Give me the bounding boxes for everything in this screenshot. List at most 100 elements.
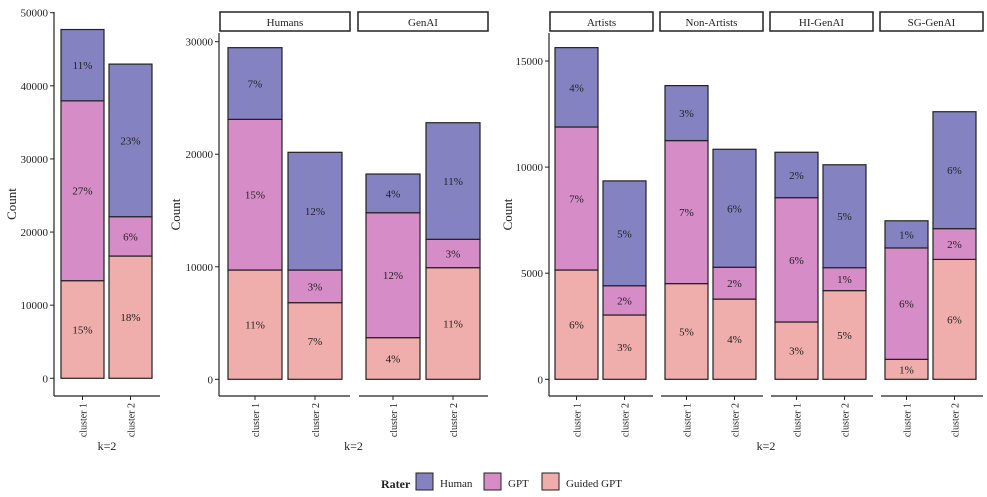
bar-percent-label: 6% [947,314,962,326]
bar-percent-label: 27% [72,186,92,198]
bar-segment-human [227,47,283,120]
facet-strip-label: HI-GenAI [799,17,845,29]
y-axis-title: Count [168,198,183,230]
bar-percent-label: 3% [308,281,323,293]
x-axis-title: k=2 [757,439,776,453]
legend-swatch-gpt [483,472,502,491]
x-tick-label: cluster 2 [731,403,742,437]
bar-segment-guided-gpt [664,282,709,380]
x-tick-label: cluster 1 [683,403,694,437]
y-tick-label: 10000 [21,300,49,312]
bar-percent-label: 18% [120,312,140,324]
bar-segment-human [60,28,105,102]
x-tick-label: cluster 2 [841,403,852,437]
bar-percent-label: 4% [386,188,401,200]
bar-percent-label: 2% [617,295,632,307]
bar-percent-label: 5% [617,228,632,240]
bar-percent-label: 23% [120,135,140,147]
bar-percent-label: 1% [837,274,852,286]
legend-label: Human [440,478,473,490]
x-axis-title: k=2 [98,439,117,453]
bar-segment-human [554,47,599,128]
y-axis-title: Count [500,198,515,230]
bar-segment-human [664,85,709,142]
bar-segment-human [712,148,757,268]
y-tick-label: 15000 [516,56,544,68]
bar-percent-label: 6% [789,255,804,267]
bar-percent-label: 5% [679,326,694,338]
bar-percent-label: 6% [727,203,742,215]
y-tick-label: 5000 [521,268,544,280]
bar-percent-label: 7% [569,194,584,206]
bar-segment-guided-gpt [108,255,153,379]
bar-percent-label: 2% [789,170,804,182]
bar-segment-guided-gpt [774,321,819,380]
bar-percent-label: 1% [899,229,914,241]
bar-percent-label: 3% [617,342,632,354]
bar-percent-label: 7% [308,336,323,348]
facet-strip [879,11,984,32]
bar-segment-gpt [287,269,343,304]
x-axis-title: k=2 [344,439,363,453]
bar-percent-label: 6% [123,231,138,243]
x-tick-label: cluster 1 [903,403,914,437]
x-tick-label: cluster 1 [251,403,262,437]
x-tick-label: cluster 2 [311,403,322,437]
facet-strip-label: Non-Artists [686,17,738,29]
facet-strip [357,11,489,32]
bar-percent-label: 15% [245,190,265,202]
bar-segment-guided-gpt [712,298,757,380]
y-tick-label: 50000 [21,8,49,20]
bar-segment-human [287,151,343,271]
x-tick-label: cluster 2 [951,403,962,437]
y-tick-label: 0 [538,374,544,386]
bar-segment-guided-gpt [932,258,977,380]
bar-segment-gpt [664,139,709,285]
bar-segment-guided-gpt [365,337,421,380]
bar-segment-guided-gpt [227,269,283,380]
legend-swatch-guided-gpt [541,472,560,491]
y-tick-label: 0 [208,374,214,386]
x-tick-label: cluster 1 [573,403,584,437]
facet-strip [549,11,654,32]
bar-percent-label: 12% [383,270,403,282]
bar-segment-human [822,164,867,269]
y-axis-title: Count [4,188,19,220]
facet-strip-label: SG-GenAI [908,17,956,29]
y-tick-label: 0 [43,373,49,385]
bar-percent-label: 4% [727,334,742,346]
bar-percent-label: 4% [569,82,584,94]
x-tick-label: cluster 2 [621,403,632,437]
bar-percent-label: 2% [727,278,742,290]
y-tick-label: 30000 [186,37,214,49]
bar-segment-gpt [884,247,929,360]
bar-segment-human [884,220,929,249]
y-tick-label: 30000 [21,154,49,166]
legend-label: Guided GPT [566,478,622,490]
bar-segment-gpt [602,285,647,316]
y-tick-label: 40000 [21,81,49,93]
bar-percent-label: 5% [837,211,852,223]
y-tick-label: 10000 [516,162,544,174]
bar-percent-label: 4% [386,353,401,365]
x-tick-label: cluster 2 [127,403,138,437]
y-tick-label: 20000 [186,149,214,161]
panel-3: 0 5000 10000 15000 Count Artists 6% 7% 4% cluster… [500,11,984,453]
facet-strip-label: GenAI [408,17,438,29]
bar-segment-guided-gpt [60,280,105,379]
bar-percent-label: 7% [679,207,694,219]
facet-strip-label: Artists [587,17,616,29]
y-tick-label: 20000 [21,227,49,239]
panel-1: 0 10000 20000 30000 40000 50000 Count 15% 27% 11%… [4,8,160,453]
facet-strip-label: Humans [267,17,304,29]
bar-segment-human [425,122,481,240]
legend: Rater Human GPT Guided GPT [381,472,622,491]
bar-percent-label: 2% [947,239,962,251]
bar-segment-human [108,63,153,218]
bar-percent-label: 1% [899,364,914,376]
facet-strip [769,11,874,32]
bar-percent-label: 7% [248,79,263,91]
bar-segment-gpt [774,197,819,323]
bar-percent-label: 15% [72,324,92,336]
legend-label: GPT [508,478,529,490]
